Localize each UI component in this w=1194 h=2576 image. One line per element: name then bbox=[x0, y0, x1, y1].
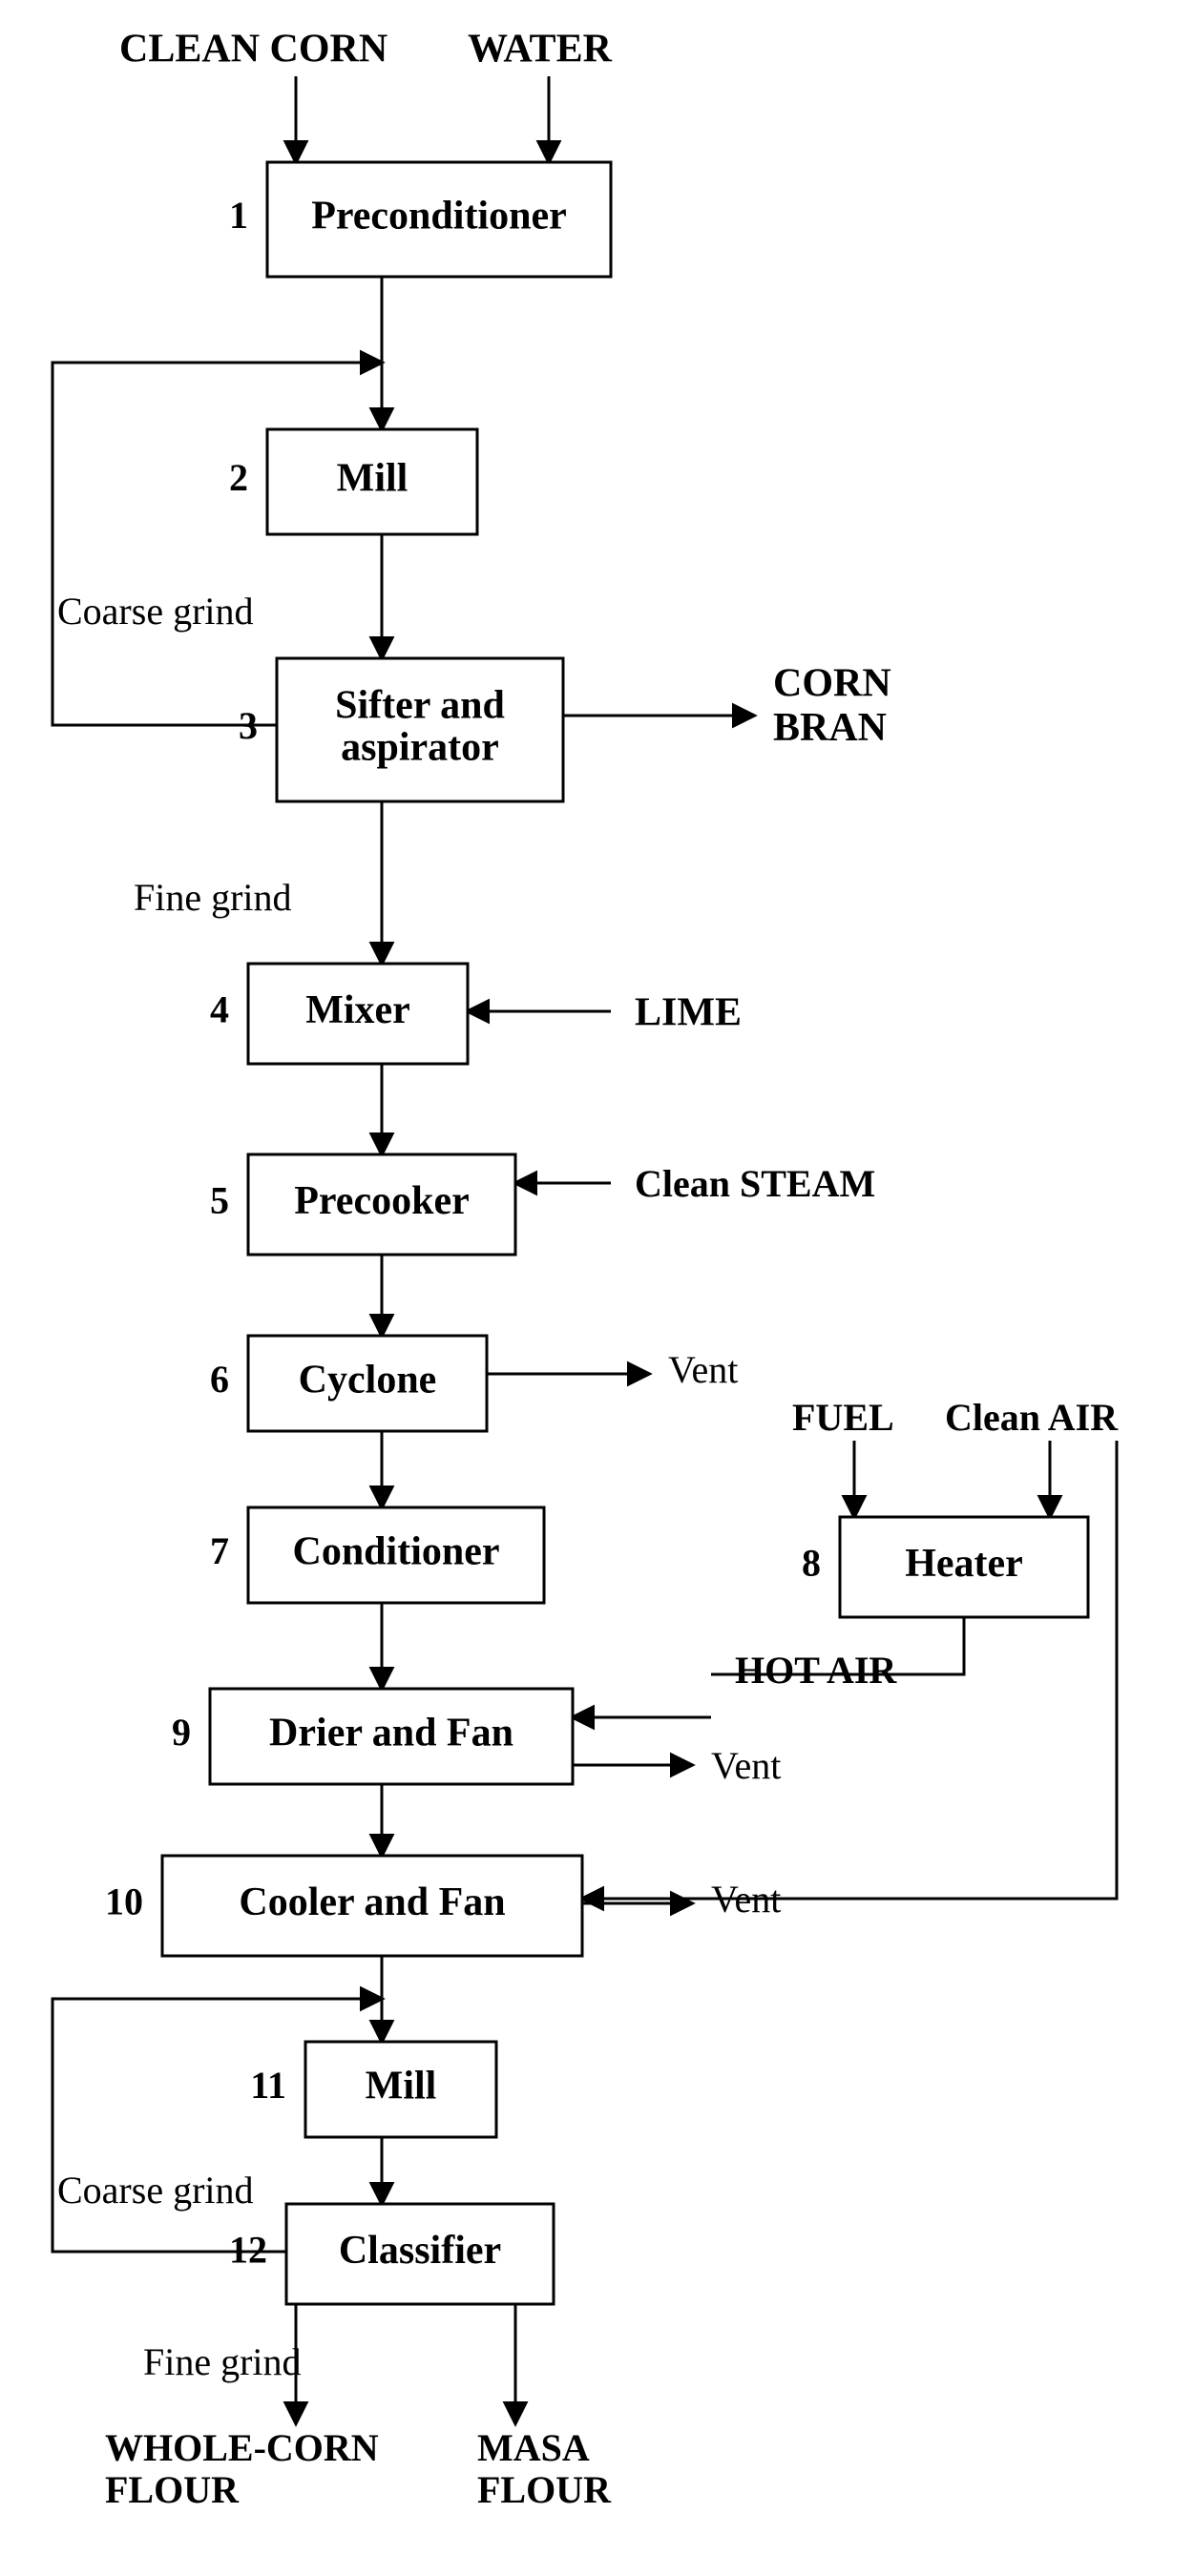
outputs-label: Vent bbox=[668, 1348, 738, 1391]
outputs-label: FLOUR bbox=[105, 2468, 240, 2511]
inputs-label: HOT AIR bbox=[735, 1649, 897, 1692]
node-number: 12 bbox=[229, 2229, 267, 2272]
inputs-label: Clean STEAM bbox=[635, 1162, 875, 1205]
outputs-label: CORN bbox=[773, 662, 891, 706]
node-label: aspirator bbox=[341, 726, 499, 770]
node-number: 6 bbox=[210, 1358, 229, 1401]
node-label: Cyclone bbox=[299, 1359, 437, 1402]
node-number: 5 bbox=[210, 1179, 229, 1222]
aux_labels-label: Fine grind bbox=[134, 876, 292, 919]
node-label: Mixer bbox=[305, 988, 410, 1032]
outputs-label: FLOUR bbox=[477, 2468, 612, 2511]
node-number: 2 bbox=[229, 456, 248, 499]
inputs-label: FUEL bbox=[792, 1396, 894, 1439]
node-label: Precooker bbox=[294, 1179, 469, 1223]
aux_labels-label: Coarse grind bbox=[57, 590, 254, 633]
outputs-label: Vent bbox=[711, 1744, 781, 1787]
node-number: 1 bbox=[229, 194, 248, 237]
node-number: 10 bbox=[105, 1880, 143, 1923]
inputs-label: CLEAN CORN bbox=[119, 28, 388, 72]
node-number: 9 bbox=[172, 1711, 191, 1754]
outputs-label: Vent bbox=[711, 1878, 781, 1921]
inputs-label: Clean AIR bbox=[945, 1396, 1119, 1439]
aux_labels-label: Fine grind bbox=[143, 2340, 302, 2383]
node-number: 8 bbox=[802, 1542, 821, 1585]
node-label: Heater bbox=[905, 1542, 1023, 1586]
node-number: 7 bbox=[210, 1529, 229, 1572]
node-label: Mill bbox=[337, 457, 408, 501]
node-number: 11 bbox=[250, 2064, 286, 2107]
flowchart: 1 Preconditioner 2 Mill 3 Sifter andaspirator… bbox=[0, 0, 1194, 2576]
node-label: Drier and Fan bbox=[269, 1712, 513, 1755]
node-label: Cooler and Fan bbox=[239, 1880, 505, 1924]
outputs-label: WHOLE-CORN bbox=[105, 2426, 379, 2469]
node-label: Preconditioner bbox=[311, 195, 567, 239]
outputs-label: BRAN bbox=[773, 706, 887, 750]
inputs-label: WATER bbox=[468, 28, 613, 72]
outputs-label: MASA bbox=[477, 2426, 590, 2469]
node-number: 4 bbox=[210, 988, 229, 1031]
inputs-label: LIME bbox=[635, 991, 742, 1035]
node-label: Conditioner bbox=[292, 1530, 499, 1574]
node-label: Classifier bbox=[339, 2229, 501, 2273]
node-number: 3 bbox=[239, 704, 258, 747]
node-label: Sifter and bbox=[335, 684, 505, 728]
node-label: Mill bbox=[366, 2065, 437, 2109]
aux_labels-label: Coarse grind bbox=[57, 2169, 254, 2212]
